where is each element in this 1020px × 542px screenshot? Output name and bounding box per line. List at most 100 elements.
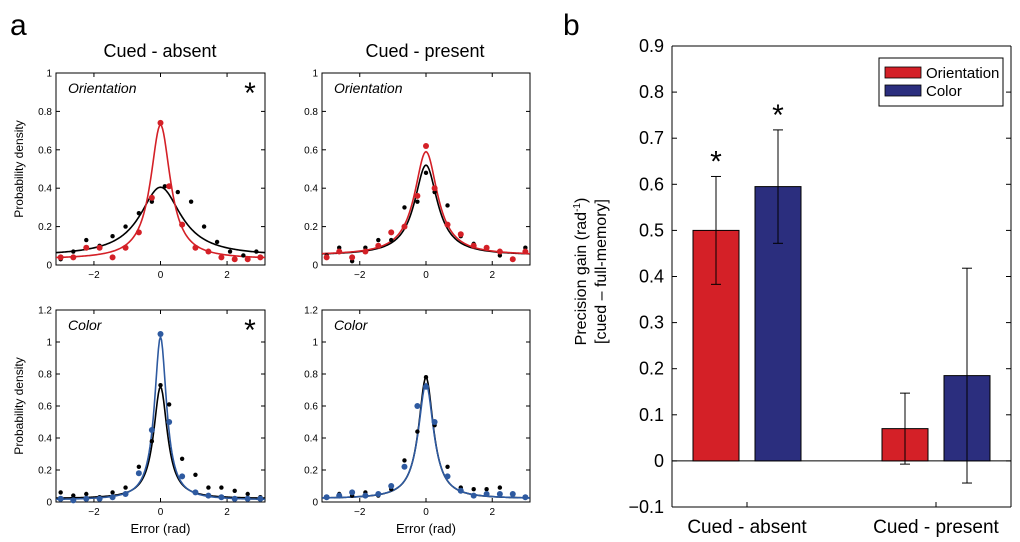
y-tick-label: 0.4 [304, 434, 318, 445]
subplot-title: Orientation [68, 80, 137, 96]
subplot-title: Color [334, 317, 369, 333]
y-tick-label: 0.8 [38, 370, 52, 381]
data-point-orientation [423, 142, 429, 149]
data-point-orientation [57, 254, 64, 261]
data-point-color [231, 495, 238, 502]
data-point-color [157, 331, 164, 337]
x-tick-label: −2 [354, 507, 366, 518]
fit-curve-full_memory [321, 164, 531, 255]
data-point-full_memory [71, 249, 76, 254]
significance-star: * [710, 145, 722, 178]
y-tick-label: 1 [46, 338, 52, 349]
data-point-color [423, 383, 429, 390]
data-point-orientation [70, 254, 77, 261]
data-point-full_memory [402, 458, 407, 463]
density-plot-present-color: 0 0.2 0.4 0.6 0.8 1 1.2 −2 0 2 Color Error (rad) [304, 306, 531, 536]
y-tick-label: 0.8 [38, 107, 52, 118]
fit-curve-orientation [55, 123, 266, 259]
data-point-full_memory [158, 383, 163, 388]
y-tick-label: 0.6 [639, 174, 664, 194]
data-point-color [218, 494, 225, 501]
y-tick-label: 0 [312, 498, 318, 509]
data-point-color [457, 487, 464, 494]
data-point-color [375, 491, 382, 497]
data-point-full_memory [415, 429, 420, 434]
data-point-color [522, 494, 529, 501]
data-point-full_memory [162, 184, 168, 189]
data-point-full_memory [123, 485, 128, 490]
fit-curve-full_memory [55, 385, 266, 499]
density-plot-present-orientation: 0 0.2 0.4 0.6 0.8 1 −2 0 2 Orientation [304, 69, 531, 281]
data-point-orientation [336, 248, 343, 255]
legend-label-orientation: Orientation [926, 65, 999, 82]
data-point-color [496, 491, 503, 497]
y-tick-label: 0 [46, 261, 52, 272]
data-point-full_memory [201, 224, 207, 229]
data-point-orientation [148, 194, 155, 201]
data-point-full_memory [58, 490, 63, 495]
data-point-color [483, 491, 490, 497]
y-axis-label-line2: [cued – full-memory] [593, 199, 610, 344]
plot-frame [55, 72, 266, 266]
data-point-orientation [388, 229, 395, 236]
y-tick-label: 1.2 [304, 306, 318, 317]
column-title-cued-absent: Cued - absent [103, 41, 216, 61]
data-point-full_memory [423, 375, 429, 380]
significance-star: * [772, 99, 784, 132]
data-point-orientation [349, 254, 356, 261]
y-tick-label: 0.2 [304, 466, 318, 477]
y-tick-label: 1 [312, 69, 318, 80]
data-point-orientation [414, 192, 421, 199]
y-tick-label: 0 [46, 498, 52, 509]
x-tick-label: 0 [423, 270, 429, 281]
y-tick-label: 0.2 [38, 466, 52, 477]
x-tick-label: −2 [88, 507, 100, 518]
data-point-full_memory [245, 491, 250, 497]
data-point-full_memory [193, 472, 198, 477]
y-tick-label: 0.4 [639, 267, 664, 287]
data-point-orientation [109, 254, 116, 261]
data-point-orientation [375, 242, 382, 249]
x-category-label: Cued - absent [687, 517, 807, 538]
data-point-orientation [96, 244, 103, 251]
y-axis-label: Probability density [12, 120, 26, 217]
data-point-orientation [135, 229, 142, 236]
plot-frame [321, 309, 531, 503]
data-point-full_memory [402, 205, 407, 210]
data-point-color [122, 491, 129, 497]
data-point-full_memory [423, 170, 429, 176]
y-tick-label: 0.6 [38, 402, 52, 413]
y-tick-label: 0.6 [304, 145, 318, 156]
data-point-orientation [431, 185, 438, 192]
y-tick-label: −0.1 [628, 497, 664, 517]
legend-swatch-color [884, 84, 922, 97]
data-point-orientation [362, 248, 369, 255]
data-point-full_memory [84, 491, 89, 497]
x-tick-label: 0 [158, 270, 164, 281]
data-point-full_memory [484, 487, 489, 492]
y-tick-label: 0.2 [639, 359, 664, 379]
x-tick-label: 2 [489, 270, 495, 281]
data-point-orientation [257, 254, 264, 261]
density-plot-absent-orientation: 0 0.2 0.4 0.6 0.8 1 −2 0 2 Orientation * Probabilit… [12, 69, 266, 281]
x-category-label: Cued - present [873, 517, 999, 538]
data-point-color [470, 492, 477, 499]
y-tick-label: 0.2 [38, 222, 52, 233]
plot-frame [321, 72, 531, 266]
data-point-orientation [323, 254, 330, 261]
data-point-full_memory [179, 456, 185, 461]
data-point-full_memory [123, 224, 128, 229]
fit-curve-full_memory [321, 375, 531, 499]
data-point-color [192, 489, 199, 496]
data-point-color [83, 495, 90, 502]
data-point-orientation [401, 223, 408, 230]
data-point-color [96, 495, 103, 502]
significance-star: * [244, 77, 256, 110]
data-point-orientation [192, 244, 199, 251]
x-axis-label: Error (rad) [131, 521, 191, 536]
data-point-full_memory [71, 493, 76, 498]
data-point-orientation [522, 248, 529, 255]
data-point-orientation [166, 183, 173, 190]
data-point-color [135, 470, 142, 477]
